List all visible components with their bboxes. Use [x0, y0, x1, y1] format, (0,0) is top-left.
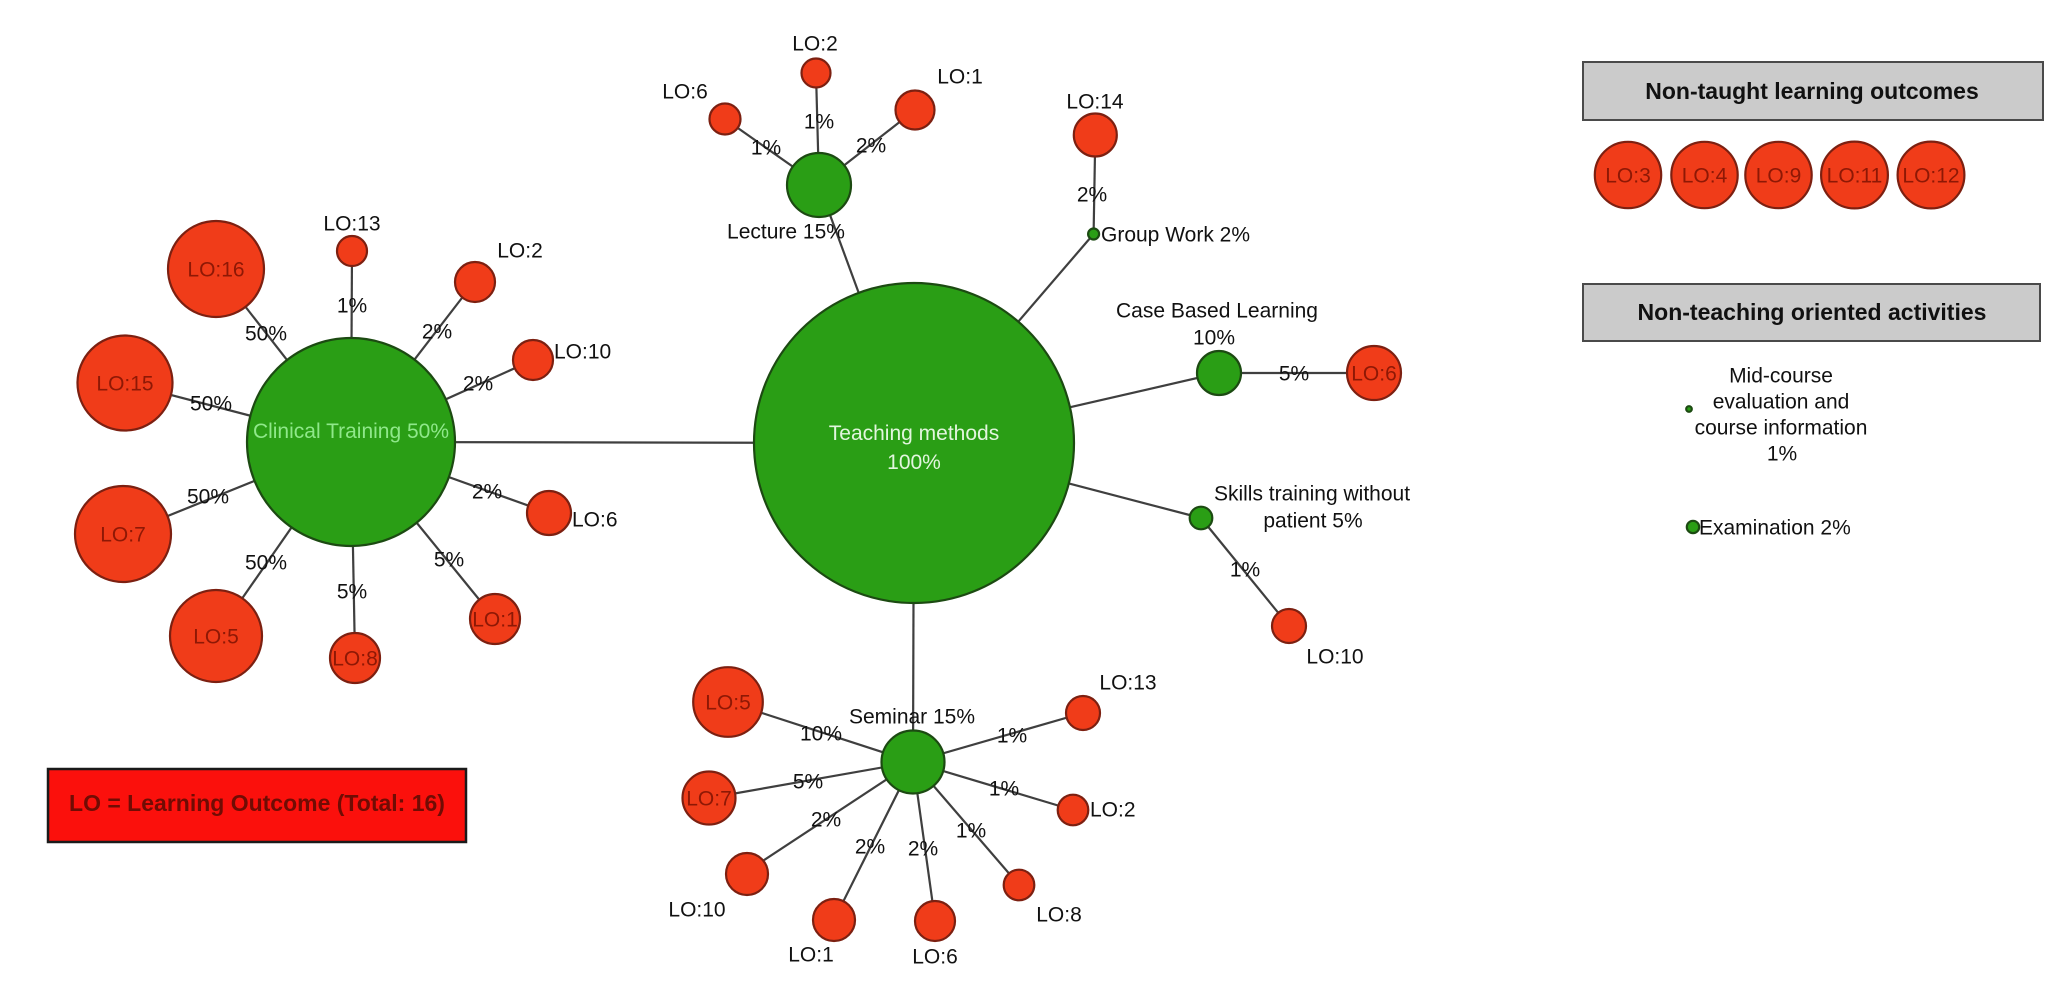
- svg-text:LO:6: LO:6: [572, 508, 618, 531]
- svg-text:LO:1: LO:1: [937, 65, 983, 88]
- svg-text:LO:12: LO:12: [1902, 164, 1959, 187]
- svg-text:Case Based Learning: Case Based Learning: [1116, 299, 1318, 322]
- svg-text:Non-taught learning outcomes: Non-taught learning outcomes: [1645, 78, 1979, 104]
- svg-text:1%: 1%: [804, 110, 834, 133]
- svg-text:Non-teaching oriented activiti: Non-teaching oriented activities: [1638, 299, 1987, 325]
- svg-text:LO:1: LO:1: [472, 608, 518, 631]
- svg-text:1%: 1%: [989, 777, 1019, 800]
- svg-text:2%: 2%: [855, 835, 885, 858]
- svg-text:LO:16: LO:16: [187, 258, 244, 281]
- svg-text:50%: 50%: [245, 551, 287, 574]
- svg-text:LO:10: LO:10: [554, 340, 611, 363]
- svg-text:1%: 1%: [956, 819, 986, 842]
- svg-text:Group Work 2%: Group Work 2%: [1101, 223, 1250, 246]
- svg-text:patient 5%: patient 5%: [1263, 509, 1362, 532]
- svg-text:10%: 10%: [800, 722, 842, 745]
- svg-text:LO:13: LO:13: [323, 212, 380, 235]
- svg-text:LO:4: LO:4: [1682, 164, 1728, 187]
- svg-text:LO:10: LO:10: [668, 898, 725, 921]
- svg-text:2%: 2%: [472, 480, 502, 503]
- svg-text:LO = Learning Outcome (Total:: LO = Learning Outcome (Total: 16): [69, 790, 445, 816]
- svg-text:LO:3: LO:3: [1605, 164, 1651, 187]
- svg-text:LO:2: LO:2: [1090, 798, 1136, 821]
- svg-text:LO:7: LO:7: [686, 787, 732, 810]
- svg-text:LO:9: LO:9: [1756, 164, 1802, 187]
- svg-text:evaluation and: evaluation and: [1713, 390, 1850, 413]
- svg-text:5%: 5%: [434, 548, 464, 571]
- svg-text:LO:6: LO:6: [662, 80, 708, 103]
- svg-text:2%: 2%: [856, 134, 886, 157]
- svg-text:LO:2: LO:2: [497, 239, 543, 262]
- svg-text:1%: 1%: [337, 294, 367, 317]
- svg-text:LO:7: LO:7: [100, 523, 146, 546]
- svg-text:LO:5: LO:5: [193, 625, 239, 648]
- svg-text:2%: 2%: [1077, 183, 1107, 206]
- svg-text:2%: 2%: [463, 372, 493, 395]
- svg-text:5%: 5%: [793, 770, 823, 793]
- svg-text:1%: 1%: [1230, 558, 1260, 581]
- svg-text:Seminar 15%: Seminar 15%: [849, 705, 975, 728]
- svg-text:LO:11: LO:11: [1827, 164, 1883, 187]
- svg-text:LO:10: LO:10: [1306, 645, 1363, 668]
- svg-text:100%: 100%: [887, 451, 941, 474]
- svg-text:50%: 50%: [187, 485, 229, 508]
- svg-text:5%: 5%: [337, 580, 367, 603]
- svg-text:5%: 5%: [1279, 362, 1309, 385]
- svg-text:LO:1: LO:1: [788, 943, 834, 966]
- svg-text:2%: 2%: [811, 808, 841, 831]
- svg-text:LO:15: LO:15: [96, 372, 153, 395]
- svg-text:LO:6: LO:6: [912, 945, 958, 968]
- svg-text:2%: 2%: [422, 320, 452, 343]
- svg-text:LO:14: LO:14: [1066, 90, 1124, 113]
- svg-text:2%: 2%: [908, 837, 938, 860]
- svg-text:1%: 1%: [751, 136, 781, 159]
- svg-text:1%: 1%: [997, 724, 1027, 747]
- svg-text:Lecture 15%: Lecture 15%: [727, 220, 845, 243]
- svg-text:Teaching methods: Teaching methods: [829, 422, 999, 445]
- svg-text:course information: course information: [1695, 416, 1868, 439]
- svg-text:LO:6: LO:6: [1351, 362, 1397, 385]
- svg-text:10%: 10%: [1193, 326, 1235, 349]
- svg-text:Skills training without: Skills training without: [1214, 482, 1410, 505]
- svg-text:Examination 2%: Examination 2%: [1699, 516, 1851, 539]
- svg-text:LO:5: LO:5: [705, 691, 751, 714]
- svg-text:1%: 1%: [1767, 442, 1797, 465]
- svg-text:LO:2: LO:2: [792, 32, 838, 55]
- svg-text:Clinical Training 50%: Clinical Training 50%: [253, 420, 449, 443]
- svg-text:LO:13: LO:13: [1099, 671, 1156, 694]
- svg-text:Mid-course: Mid-course: [1729, 364, 1833, 387]
- svg-text:LO:8: LO:8: [332, 647, 378, 670]
- svg-text:50%: 50%: [245, 322, 287, 345]
- svg-text:LO:8: LO:8: [1036, 903, 1082, 926]
- svg-text:50%: 50%: [190, 392, 232, 415]
